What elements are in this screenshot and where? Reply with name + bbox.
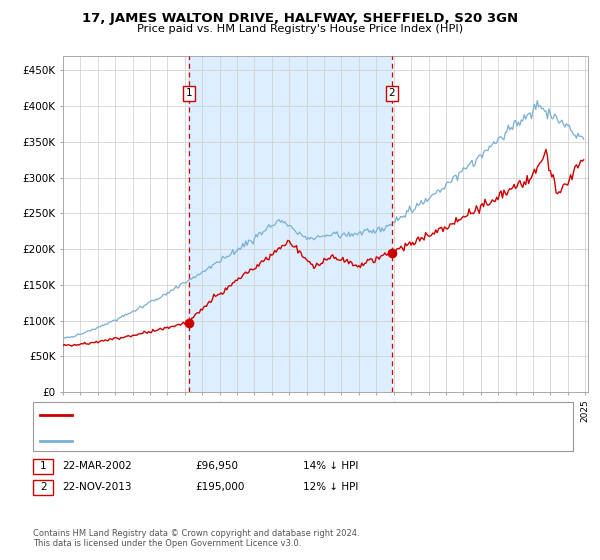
Text: 2: 2 — [388, 88, 395, 98]
Text: 17, JAMES WALTON DRIVE, HALFWAY, SHEFFIELD, S20 3GN: 17, JAMES WALTON DRIVE, HALFWAY, SHEFFIE… — [82, 12, 518, 25]
Text: HPI: Average price, detached house, Sheffield: HPI: Average price, detached house, Shef… — [79, 436, 303, 446]
Text: 14% ↓ HPI: 14% ↓ HPI — [303, 461, 358, 471]
Text: 22-NOV-2013: 22-NOV-2013 — [62, 482, 131, 492]
Text: 1: 1 — [40, 461, 47, 471]
Text: Price paid vs. HM Land Registry's House Price Index (HPI): Price paid vs. HM Land Registry's House … — [137, 24, 463, 34]
Text: 12% ↓ HPI: 12% ↓ HPI — [303, 482, 358, 492]
Text: £96,950: £96,950 — [195, 461, 238, 471]
Text: 2: 2 — [40, 482, 47, 492]
Text: Contains HM Land Registry data © Crown copyright and database right 2024.: Contains HM Land Registry data © Crown c… — [33, 529, 359, 538]
Text: £195,000: £195,000 — [195, 482, 244, 492]
Text: This data is licensed under the Open Government Licence v3.0.: This data is licensed under the Open Gov… — [33, 539, 301, 548]
Text: 17, JAMES WALTON DRIVE, HALFWAY, SHEFFIELD, S20 3GN (detached house): 17, JAMES WALTON DRIVE, HALFWAY, SHEFFIE… — [79, 410, 455, 420]
Bar — [188, 56, 391, 392]
Text: 22-MAR-2002: 22-MAR-2002 — [62, 461, 131, 471]
Text: 1: 1 — [185, 88, 192, 98]
